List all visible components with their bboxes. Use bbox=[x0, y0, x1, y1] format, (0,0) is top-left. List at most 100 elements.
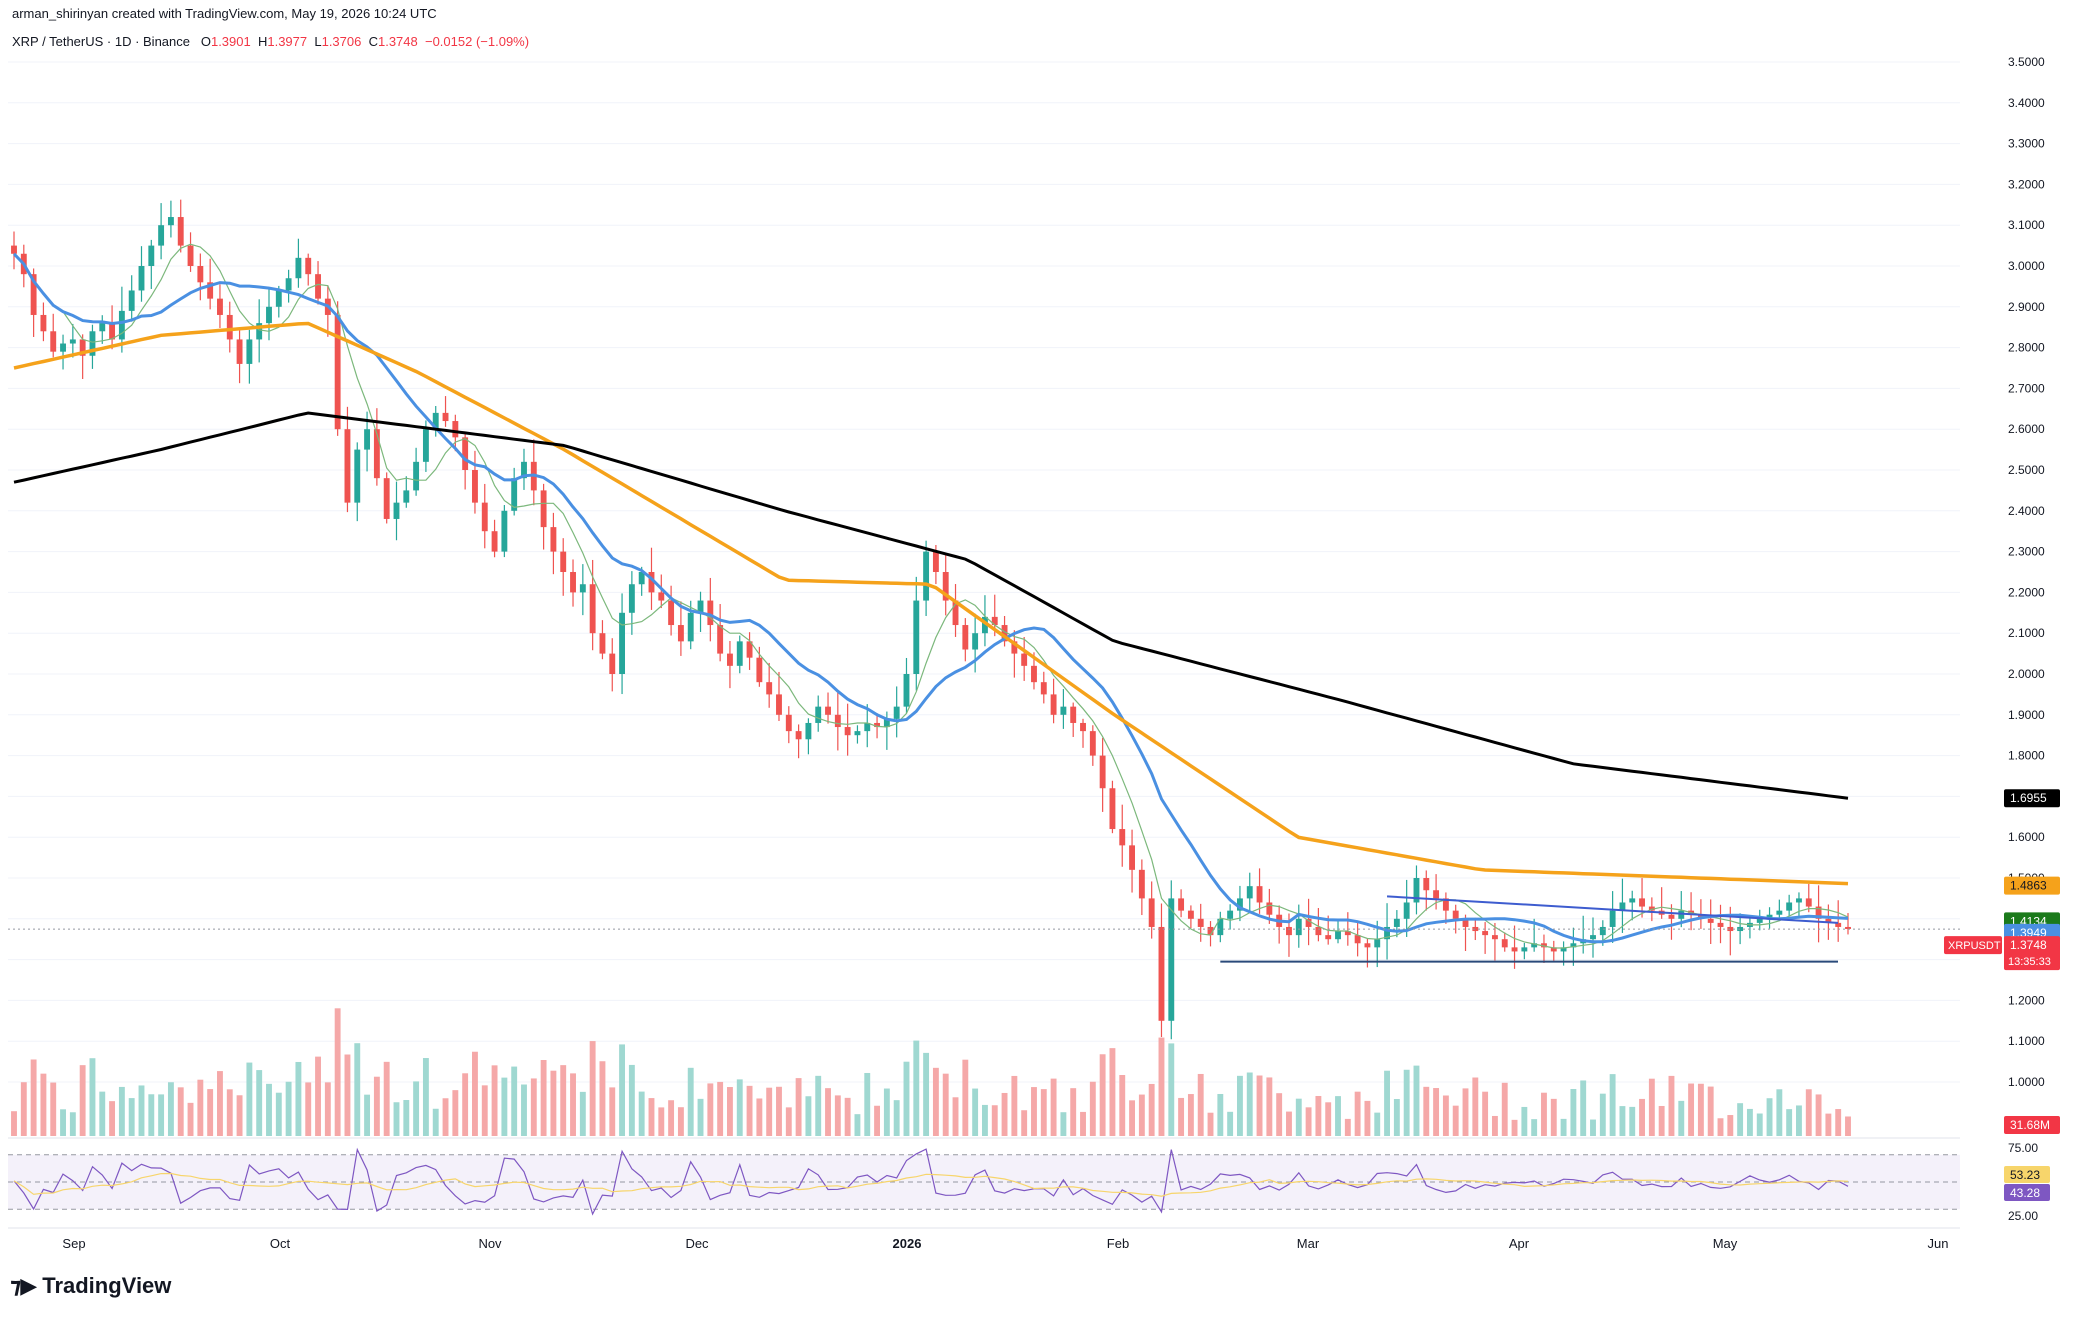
volume-bar bbox=[1089, 1081, 1096, 1136]
volume-bar bbox=[1815, 1094, 1822, 1136]
candle-body bbox=[89, 331, 96, 356]
candle-body bbox=[354, 449, 361, 503]
candle-body bbox=[472, 470, 478, 503]
volume-bar bbox=[1236, 1075, 1243, 1136]
volume-bar bbox=[462, 1073, 469, 1136]
candle-body bbox=[1335, 931, 1341, 940]
candle-body bbox=[413, 461, 420, 491]
volume-bar bbox=[1639, 1098, 1645, 1136]
price-tick-label: 1.6000 bbox=[2008, 830, 2045, 844]
volume-bar bbox=[540, 1060, 547, 1136]
symbol-title[interactable]: XRP / TetherUS · 1D · Binance bbox=[12, 34, 190, 49]
volume-bar bbox=[560, 1065, 567, 1136]
candle-body bbox=[579, 584, 586, 593]
volume-bar bbox=[285, 1081, 292, 1136]
volume-bar bbox=[1325, 1102, 1332, 1136]
rsi-ma-value: 43.28 bbox=[2010, 1186, 2040, 1200]
candle-body bbox=[1737, 926, 1744, 932]
volume-bar bbox=[167, 1082, 174, 1136]
ohlc-high: 1.3977 bbox=[267, 34, 308, 49]
ma100-price-label-bg bbox=[2004, 876, 2060, 895]
candle-body bbox=[1129, 845, 1135, 870]
candle-body bbox=[1560, 947, 1567, 952]
candle-body bbox=[462, 437, 469, 470]
volume-bar bbox=[207, 1089, 214, 1136]
volume-bar bbox=[932, 1067, 939, 1136]
candle-body bbox=[1541, 943, 1547, 948]
ohlc-close: 1.3748 bbox=[377, 34, 418, 49]
candle-body bbox=[599, 633, 606, 654]
volume-bar bbox=[815, 1075, 822, 1136]
candle-body bbox=[874, 722, 881, 728]
volume-bar bbox=[315, 1056, 321, 1136]
volume-bar bbox=[1776, 1089, 1783, 1136]
candle-body bbox=[383, 478, 390, 519]
candle-body bbox=[805, 722, 812, 740]
candle-body bbox=[1001, 625, 1008, 642]
volume-bar bbox=[511, 1066, 518, 1136]
symbol-legend[interactable]: XRP / TetherUS · 1D · Binance O1.3901 H1… bbox=[12, 34, 529, 49]
volume-bar bbox=[109, 1101, 116, 1136]
volume-bar bbox=[1433, 1088, 1440, 1136]
volume-bar bbox=[1805, 1089, 1812, 1136]
volume-bar bbox=[1756, 1113, 1763, 1136]
chart-credit: arman_shirinyan created with TradingView… bbox=[12, 6, 437, 21]
volume-bar bbox=[11, 1111, 17, 1136]
volume-bar bbox=[158, 1094, 165, 1136]
volume-bar bbox=[1315, 1095, 1322, 1136]
price-tick-label: 1.0000 bbox=[2008, 1075, 2045, 1089]
volume-bar bbox=[1080, 1111, 1086, 1136]
volume-label-bg bbox=[2004, 1116, 2060, 1134]
volume-bar bbox=[1697, 1083, 1704, 1136]
volume-bar bbox=[364, 1094, 371, 1136]
volume-bar bbox=[1688, 1083, 1695, 1136]
candle-body bbox=[952, 600, 959, 626]
candle-body bbox=[1256, 886, 1263, 903]
time-tick-label: May bbox=[1713, 1236, 1738, 1251]
volume-bar bbox=[1305, 1107, 1312, 1136]
candle-body bbox=[1452, 910, 1459, 919]
candle-body bbox=[1648, 906, 1655, 911]
volume-bar bbox=[1393, 1099, 1400, 1136]
candle-body bbox=[118, 310, 125, 340]
volume-bar bbox=[266, 1083, 272, 1136]
ma50-line bbox=[12, 252, 1849, 944]
volume-bar bbox=[1796, 1105, 1802, 1136]
volume-bar bbox=[1550, 1098, 1557, 1136]
candle-body bbox=[1080, 722, 1086, 732]
candle-body bbox=[609, 653, 616, 674]
price-tick-label: 1.1000 bbox=[2008, 1034, 2045, 1048]
candle-body bbox=[197, 266, 204, 283]
candle-body bbox=[1776, 910, 1783, 915]
brand[interactable]: ⁊▶ TradingView bbox=[10, 1273, 171, 1299]
candle-body bbox=[638, 572, 645, 585]
volume-bar bbox=[1403, 1069, 1410, 1136]
candle-body bbox=[785, 714, 792, 732]
volume-bar bbox=[1050, 1078, 1057, 1136]
candle-body bbox=[246, 339, 253, 364]
candle-body bbox=[256, 323, 263, 340]
volume-bar bbox=[393, 1102, 400, 1136]
price-tick-label: 3.0000 bbox=[2008, 259, 2045, 273]
candle-body bbox=[1442, 898, 1449, 911]
volume-bar bbox=[1511, 1119, 1518, 1136]
volume-bar bbox=[736, 1079, 743, 1136]
volume-bar bbox=[1580, 1080, 1587, 1136]
volume-bar bbox=[1482, 1091, 1489, 1136]
volume-bar bbox=[687, 1067, 694, 1136]
volume-bar bbox=[981, 1104, 988, 1136]
volume-bar bbox=[1825, 1113, 1832, 1136]
volume-bar bbox=[1119, 1075, 1126, 1136]
volume-bar bbox=[177, 1087, 184, 1136]
tradingview-logo-icon: ⁊▶ bbox=[10, 1273, 37, 1298]
price-tick-label: 3.1000 bbox=[2008, 218, 2045, 232]
price-tick-label: 3.3000 bbox=[2008, 137, 2045, 151]
volume-bar bbox=[942, 1073, 949, 1136]
candle-body bbox=[1766, 914, 1773, 919]
candle-body bbox=[285, 278, 292, 291]
candle-body bbox=[207, 282, 214, 299]
volume-bar bbox=[1423, 1086, 1430, 1136]
price-tick-label: 2.9000 bbox=[2008, 300, 2045, 314]
